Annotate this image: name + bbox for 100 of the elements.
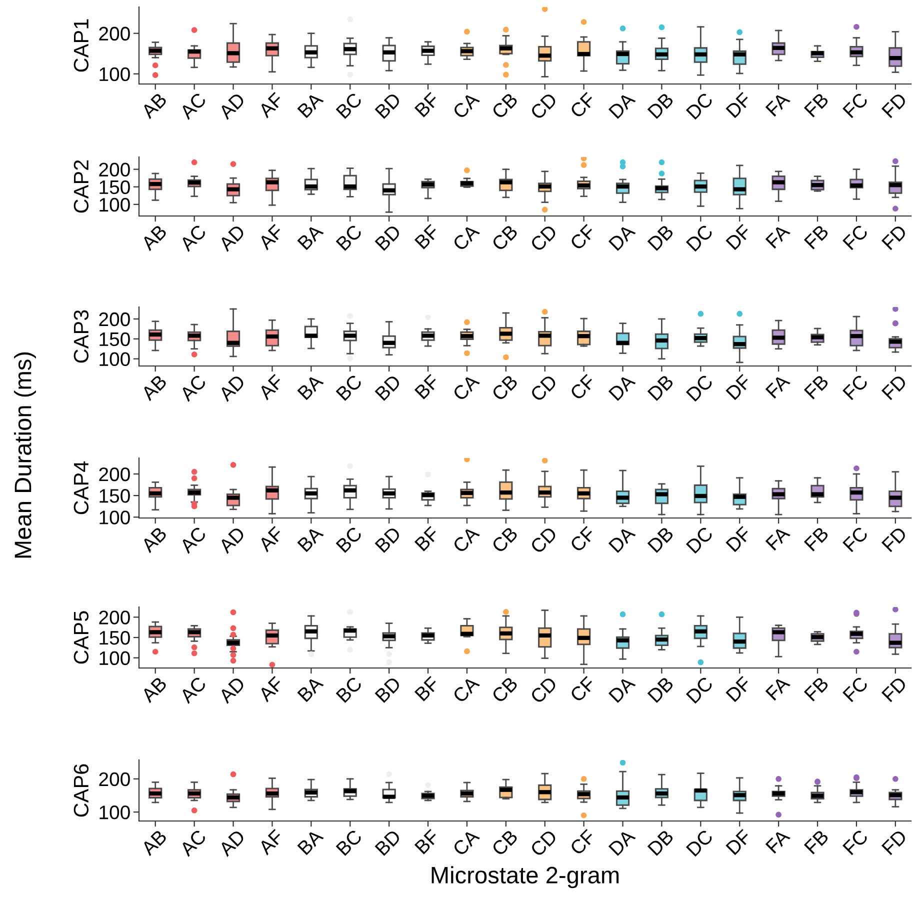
x-tick-label: AB — [140, 224, 168, 252]
x-tick-label: BC — [336, 224, 363, 252]
x-tick-label: DA — [608, 223, 636, 251]
x-tick-label: CD — [530, 224, 558, 252]
x-tick-label: CD — [530, 92, 558, 120]
x-tick-label: CD — [530, 374, 558, 402]
x-tick-label: CA — [452, 223, 480, 252]
x-tick-label: AD — [218, 829, 246, 857]
y-tick-label: 100 — [100, 806, 130, 820]
x-tick-label: BD — [374, 224, 402, 251]
x-tick-label: FC — [842, 224, 869, 250]
x-tick-label: DB — [647, 676, 674, 703]
x-tick-label: AD — [218, 92, 246, 120]
x-tick-label: DB — [647, 829, 674, 856]
x-tick-label: BD — [374, 676, 402, 703]
x-tick-label: FB — [804, 829, 830, 854]
x-tick-label: BF — [414, 526, 440, 552]
x-tick-label: CD — [530, 676, 558, 704]
x-tick-label: BD — [374, 92, 402, 119]
x-tick-label: FD — [881, 224, 908, 250]
x-tick-label: AB — [140, 374, 168, 402]
x-tick-label: CB — [491, 676, 518, 704]
x-tick-label: AF — [258, 374, 284, 400]
x-tick-label: BF — [414, 676, 440, 702]
y-tick-label: 200 — [99, 467, 130, 482]
y-tick-label: 200 — [99, 26, 130, 41]
y-tick-label: 200 — [99, 312, 130, 326]
y-axis-title: CAP2 — [74, 160, 89, 213]
x-tick-label: FD — [881, 92, 908, 118]
x-tick-label: FC — [842, 676, 869, 702]
x-tick-label: AD — [218, 526, 246, 554]
x-tick-label: FD — [881, 526, 908, 552]
x-tick-label: CB — [491, 92, 518, 120]
x-tick-label: BA — [297, 91, 324, 118]
x-tick-label: FA — [765, 675, 791, 701]
text: Mean Duration (ms) — [14, 352, 36, 558]
x-tick-label: DB — [647, 374, 674, 401]
x-tick-label: FD — [881, 374, 908, 400]
x-tick-label: BC — [336, 526, 363, 554]
y-axis-title: CAP4 — [74, 461, 89, 514]
x-tick-label: AC — [178, 828, 208, 858]
x-tick-label: BA — [297, 223, 324, 250]
x-tick-label: CF — [569, 676, 596, 703]
x-tick-label: AB — [140, 829, 168, 856]
x-tick-label: DB — [647, 224, 674, 251]
x-tick-label: DF — [726, 224, 752, 250]
y-tick-label: 150 — [100, 489, 130, 503]
x-tick-label: AF — [258, 224, 284, 250]
x-tick-label: AB — [140, 526, 168, 554]
x-tick-label: FD — [881, 829, 908, 856]
x-tick-label: AD — [218, 676, 246, 704]
x-tick-label: CB — [491, 224, 518, 252]
y-tick-label: 100 — [100, 651, 130, 666]
x-tick-label: BA — [297, 373, 324, 400]
x-tick-label: DC — [686, 676, 714, 704]
x-tick-label: CA — [452, 525, 480, 554]
x-tick-label: CB — [491, 829, 518, 856]
x-tick-label: DF — [726, 676, 752, 702]
x-tick-label: FB — [804, 374, 830, 400]
x-tick-label: FA — [765, 223, 791, 249]
x-tick-label: BF — [414, 92, 440, 118]
x-tick-label: AC — [178, 526, 208, 554]
x-tick-label: FA — [765, 525, 791, 551]
x-tick-label: BC — [336, 676, 363, 704]
x-tick-label: DC — [686, 92, 714, 120]
y-axis-title: CAP6 — [74, 764, 89, 817]
y-tick-label: 100 — [100, 352, 130, 366]
x-tick-label: AF — [258, 526, 284, 552]
x-tick-label: AB — [140, 92, 168, 120]
x-tick-label: FC — [842, 828, 869, 856]
x-tick-label: AF — [258, 92, 284, 118]
x-tick-label: DC — [686, 224, 714, 252]
y-tick-label: 150 — [100, 630, 130, 645]
x-tick-label: DF — [726, 374, 752, 400]
x-tick-label: AC — [178, 92, 208, 120]
x-tick-label: AF — [258, 676, 284, 702]
x-tick-label: DB — [647, 92, 674, 119]
x-tick-label: FA — [765, 373, 791, 399]
x-tick-label: CF — [569, 224, 596, 251]
x-tick-label: FB — [804, 676, 830, 702]
x-tick-label: DF — [726, 526, 752, 552]
y-tick-label: 200 — [99, 772, 130, 786]
y-tick-label: 100 — [100, 67, 130, 82]
x-tick-label: BF — [414, 374, 440, 400]
y-tick-label: 100 — [100, 510, 130, 524]
x-tick-label: CF — [569, 92, 596, 119]
x-tick-label: AF — [258, 829, 284, 856]
x-tick-label: CF — [569, 374, 596, 401]
x-tick-label: AC — [178, 224, 208, 252]
y-tick-label: 200 — [99, 610, 130, 624]
x-tick-label: DA — [608, 525, 636, 553]
x-tick-label: CF — [569, 828, 596, 856]
x-tick-label: BA — [297, 525, 324, 552]
x-tick-label: FC — [842, 374, 869, 400]
y-tick-label: 150 — [100, 180, 130, 194]
y-axis-title: CAP5 — [74, 611, 89, 664]
x-tick-label: CD — [530, 828, 558, 858]
x-tick-label: DC — [686, 374, 714, 402]
x-tick-label: DB — [647, 526, 674, 553]
x-tick-label: CA — [452, 828, 480, 856]
